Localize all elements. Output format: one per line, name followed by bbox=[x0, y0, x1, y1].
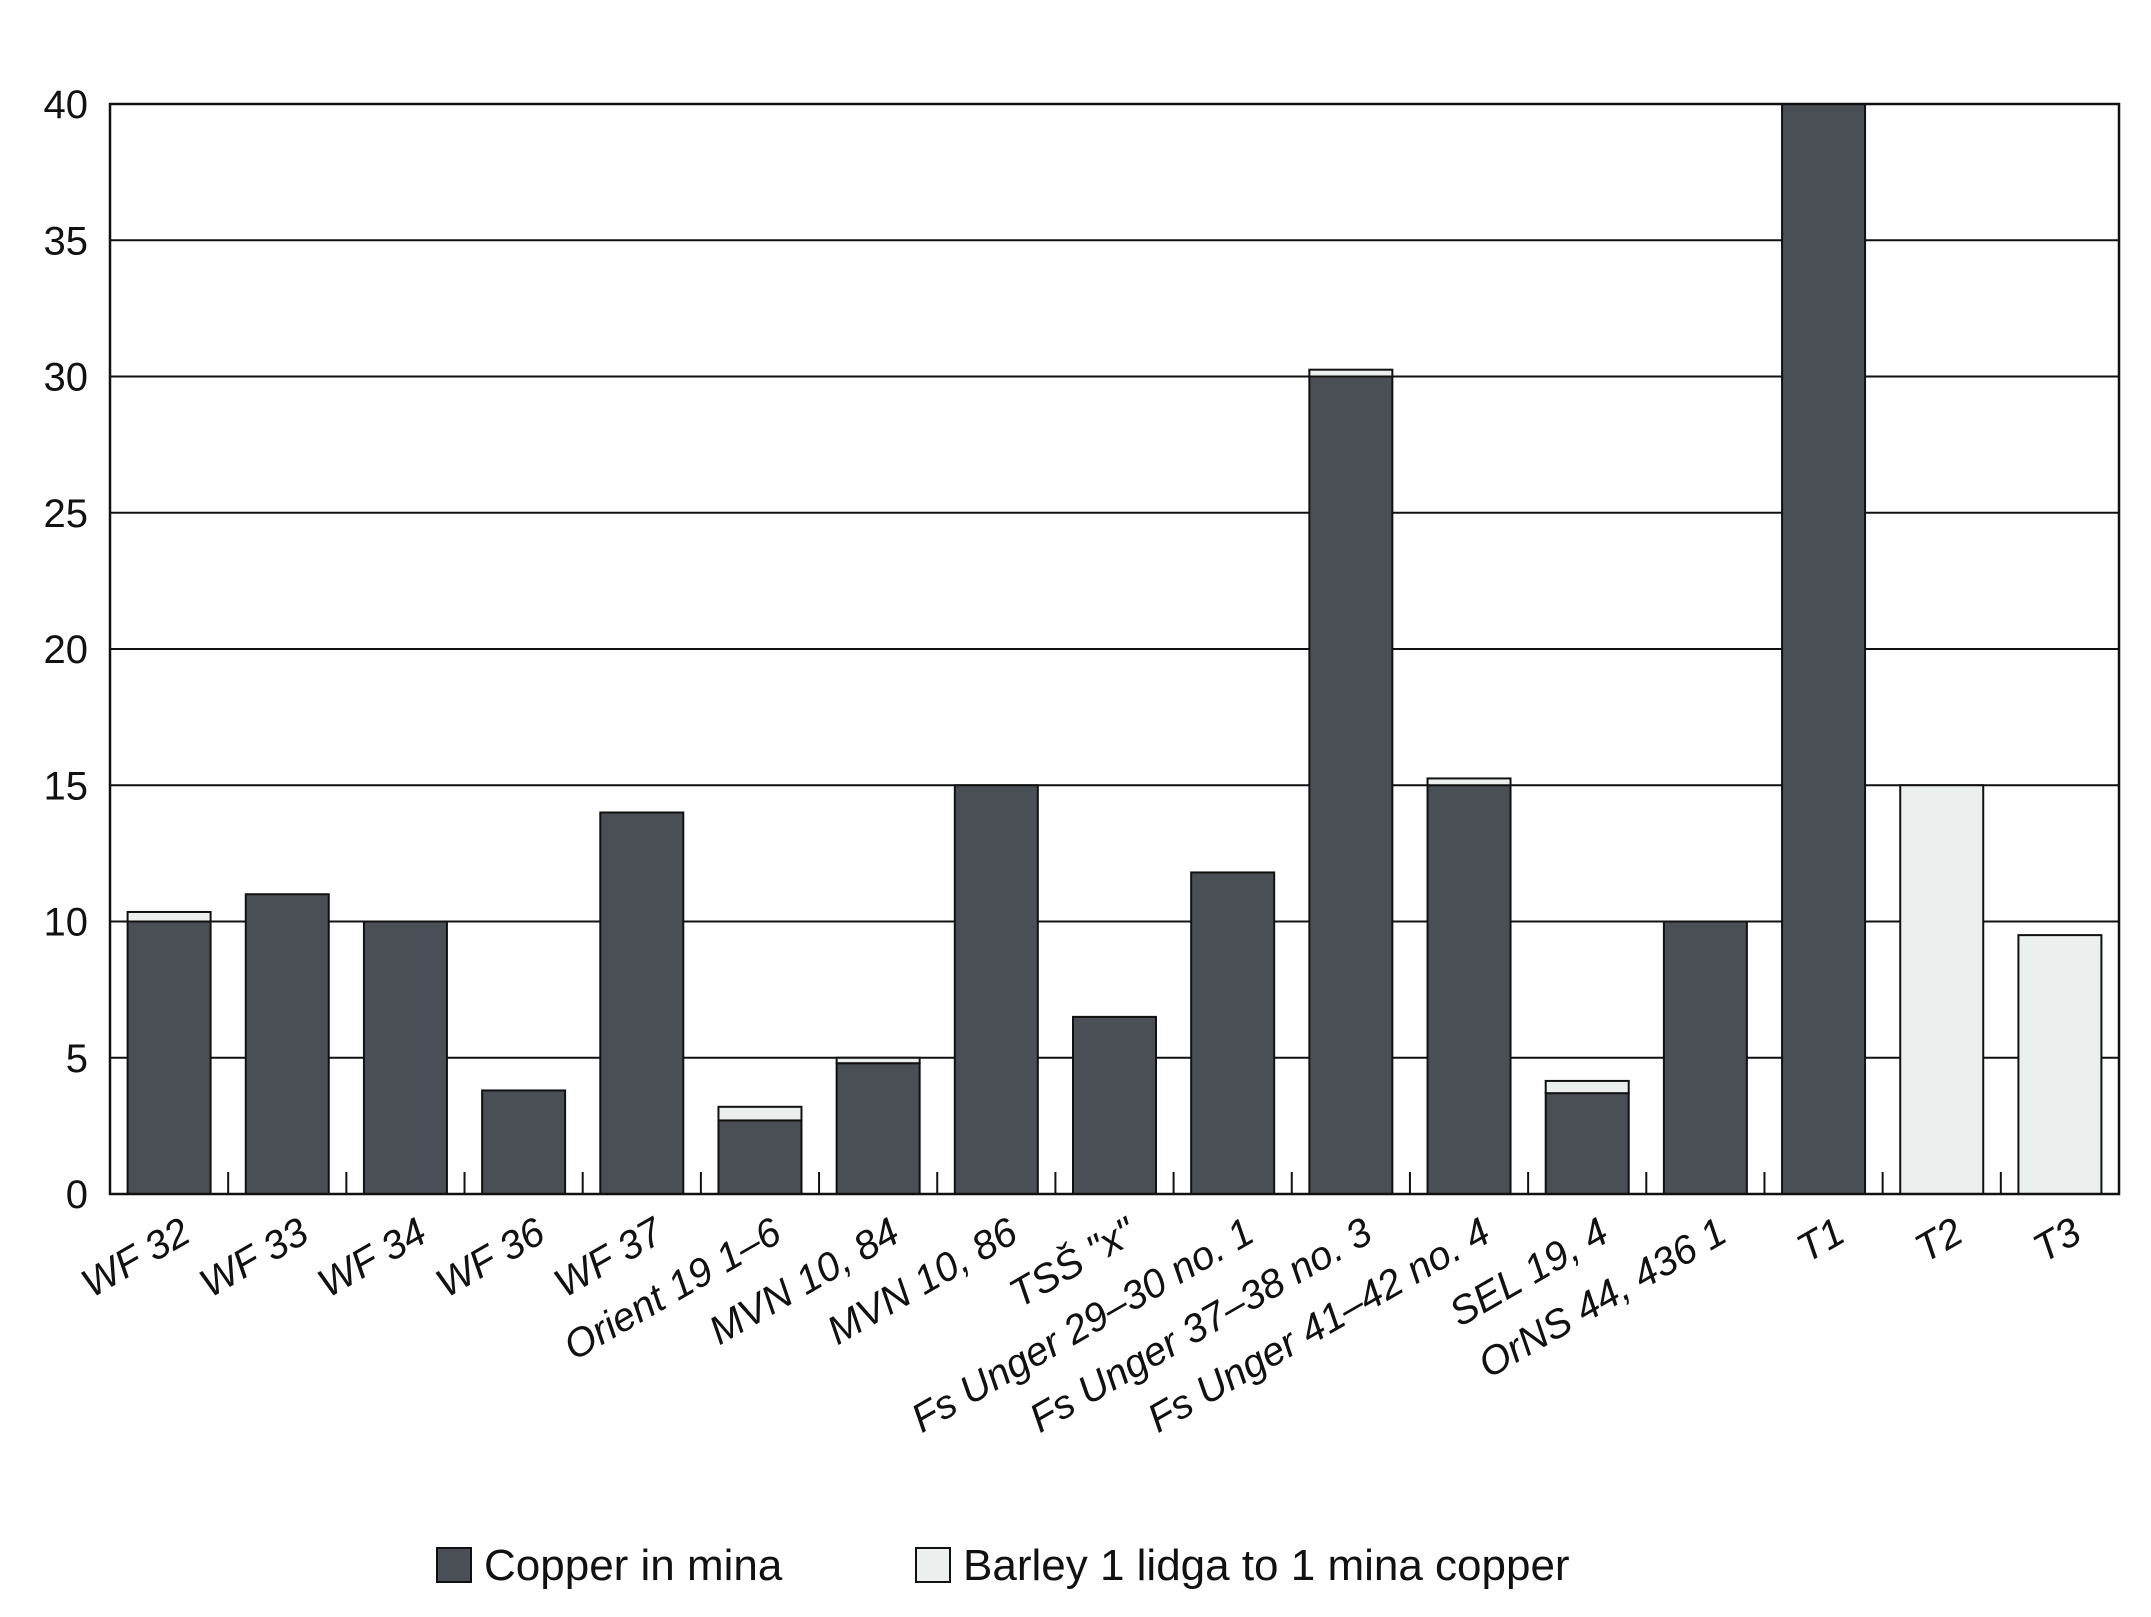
legend-swatch-copper bbox=[436, 1547, 472, 1583]
bar-copper bbox=[717, 1119, 803, 1196]
legend-label-copper: Copper in mina bbox=[484, 1541, 783, 1590]
y-tick-label: 30 bbox=[44, 356, 89, 400]
x-tick-label: WF 36 bbox=[429, 1209, 553, 1306]
bar-copper bbox=[1781, 103, 1867, 1195]
x-tick-label: T3 bbox=[2026, 1210, 2088, 1271]
x-tick-label: WF 34 bbox=[311, 1210, 434, 1307]
bar-copper bbox=[835, 1062, 921, 1195]
bar-copper bbox=[1190, 871, 1276, 1195]
x-tick-label: WF 33 bbox=[192, 1210, 315, 1307]
bars bbox=[126, 103, 2103, 1196]
y-tick-label: 5 bbox=[66, 1037, 88, 1081]
bar-copper bbox=[1426, 784, 1512, 1195]
x-tick-label: WF 32 bbox=[74, 1210, 197, 1307]
y-tick-label: 20 bbox=[44, 628, 89, 672]
x-tick-label: T2 bbox=[1908, 1210, 1970, 1271]
bar-barley bbox=[717, 1105, 803, 1122]
bar-copper bbox=[481, 1089, 567, 1195]
y-tick-label: 35 bbox=[44, 219, 89, 263]
bar-barley bbox=[2017, 934, 2103, 1195]
legend-label-barley: Barley 1 lidga to 1 mina copper bbox=[963, 1541, 1570, 1590]
plot-border bbox=[108, 102, 2121, 1196]
bar-copper bbox=[1662, 920, 1748, 1195]
bar-copper bbox=[1308, 375, 1394, 1195]
y-tick-label: 15 bbox=[44, 764, 89, 808]
y-axis-tick-labels: 0 5 10 15 20 25 30 35 40 bbox=[44, 83, 89, 1217]
y-tick-label: 0 bbox=[66, 1173, 88, 1217]
bar-copper bbox=[599, 811, 685, 1195]
legend: Copper in mina Barley 1 lidga to 1 mina c… bbox=[436, 1541, 1570, 1590]
legend-swatch-barley bbox=[915, 1547, 951, 1583]
y-tick-label: 10 bbox=[44, 901, 89, 945]
bar-copper bbox=[244, 893, 330, 1195]
bar-barley bbox=[1899, 784, 1985, 1195]
plot-frame bbox=[108, 102, 2121, 1196]
bar-copper bbox=[1544, 1092, 1630, 1196]
bar-copper bbox=[362, 920, 448, 1195]
y-tick-label: 40 bbox=[44, 83, 89, 127]
bar-barley bbox=[1426, 777, 1512, 787]
bar-barley bbox=[1544, 1079, 1630, 1095]
x-tick-label: T1 bbox=[1790, 1210, 1852, 1271]
bar-copper bbox=[126, 920, 212, 1195]
bar-copper bbox=[953, 784, 1039, 1195]
bar-barley bbox=[126, 910, 212, 923]
bar-copper bbox=[1072, 1015, 1157, 1195]
bar-barley bbox=[1308, 368, 1394, 378]
bar-barley bbox=[835, 1056, 921, 1065]
y-tick-label: 25 bbox=[44, 492, 89, 536]
